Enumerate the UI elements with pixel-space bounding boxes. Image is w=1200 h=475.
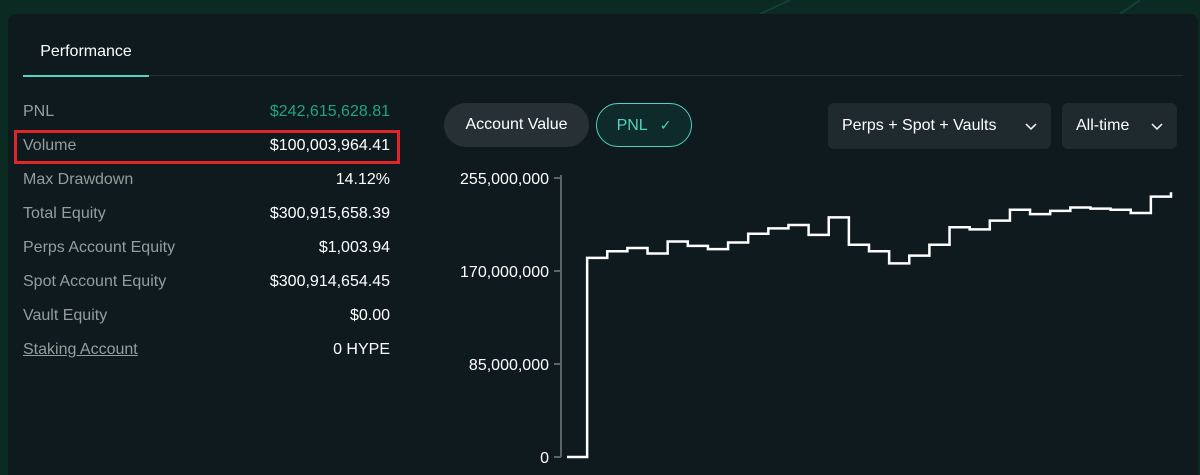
stat-value: $300,914,654.45 <box>269 273 390 290</box>
stat-label: Volume <box>23 137 77 154</box>
volume-highlight-box <box>14 130 400 164</box>
stat-value: $1,003.94 <box>318 239 390 256</box>
tab-bar: Performance <box>23 14 1183 77</box>
performance-panel: Performance PNL $242,615,628.81 Volume $… <box>8 14 1198 475</box>
account-value-toggle[interactable]: Account Value <box>444 103 589 147</box>
stat-value: $300,915,658.39 <box>269 205 390 222</box>
pnl-series-line <box>567 192 1173 459</box>
stat-value: $100,003,964.41 <box>269 137 390 154</box>
stat-label: Spot Account Equity <box>23 273 167 290</box>
stat-row-volume: Volume $100,003,964.41 <box>23 135 390 159</box>
time-range-dropdown[interactable]: All-time <box>1062 103 1177 149</box>
stat-row-staking-account: Staking Account 0 HYPE <box>23 339 390 363</box>
tab-performance[interactable]: Performance <box>23 14 149 77</box>
y-tick-label: 0 <box>540 450 549 467</box>
stat-label: Total Equity <box>23 205 106 222</box>
stat-value: $0.00 <box>349 307 390 324</box>
check-icon: ✓ <box>659 117 672 133</box>
stat-row-total-equity: Total Equity $300,915,658.39 <box>23 203 390 227</box>
stat-row-spot-account-equity: Spot Account Equity $300,914,654.45 <box>23 271 390 295</box>
pnl-toggle[interactable]: PNL ✓ <box>596 103 692 147</box>
stat-label: Vault Equity <box>23 307 108 324</box>
stat-row-vault-equity: Vault Equity $0.00 <box>23 305 390 329</box>
stat-row-pnl: PNL $242,615,628.81 <box>23 101 390 125</box>
chevron-down-icon <box>1025 123 1037 131</box>
stat-value: 0 HYPE <box>333 341 390 358</box>
stat-value: 14.12% <box>335 171 390 188</box>
stat-label: Max Drawdown <box>23 171 134 188</box>
chevron-down-icon <box>1151 123 1163 131</box>
time-range-label: All-time <box>1076 117 1130 134</box>
y-tick-label: 170,000,000 <box>460 264 549 281</box>
market-filter-dropdown[interactable]: Perps + Spot + Vaults <box>828 103 1051 149</box>
market-filter-label: Perps + Spot + Vaults <box>842 117 997 134</box>
stat-label: Perps Account Equity <box>23 239 176 256</box>
stat-value: $242,615,628.81 <box>269 103 390 120</box>
y-tick-label: 255,000,000 <box>460 171 549 188</box>
stat-label: PNL <box>23 103 55 120</box>
stat-row-perps-account-equity: Perps Account Equity $1,003.94 <box>23 237 390 261</box>
y-tick-label: 85,000,000 <box>469 357 549 374</box>
pnl-chart: 255,000,000 170,000,000 85,000,000 0 <box>460 171 1173 467</box>
pnl-toggle-label: PNL <box>616 117 648 134</box>
staking-account-link[interactable]: Staking Account <box>23 341 138 358</box>
stat-row-max-drawdown: Max Drawdown 14.12% <box>23 169 390 193</box>
